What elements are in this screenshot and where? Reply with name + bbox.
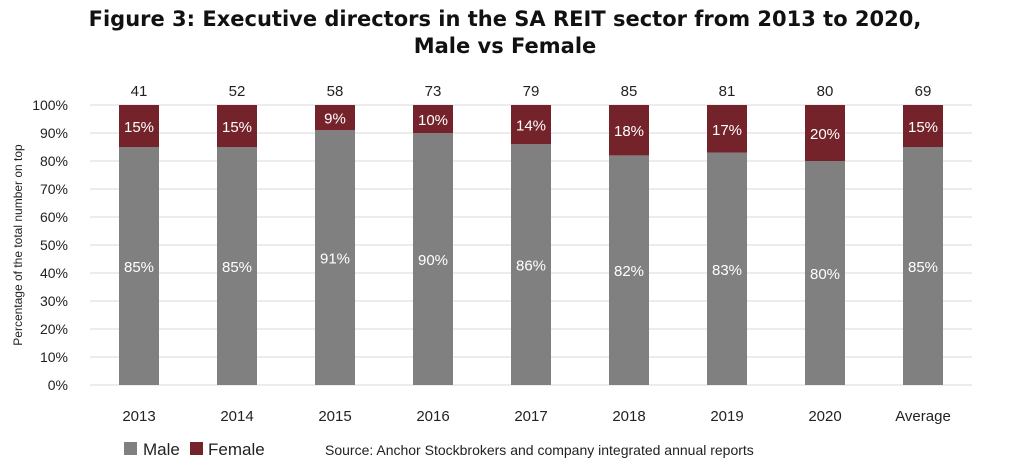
bar-female <box>413 105 453 133</box>
y-tick-label: 70% <box>40 181 68 197</box>
total-label: 79 <box>523 83 540 100</box>
y-tick-label: 50% <box>40 237 68 253</box>
x-tick-label: Average <box>895 408 951 425</box>
y-tick-label: 30% <box>40 293 68 309</box>
source-note: Source: Anchor Stockbrokers and company … <box>325 442 754 458</box>
data-label-female: 18% <box>614 123 644 140</box>
bar-female <box>119 105 159 147</box>
data-label-male: 85% <box>124 259 154 276</box>
y-tick-label: 80% <box>40 153 68 169</box>
bar-female <box>707 105 747 153</box>
y-tick-label: 0% <box>48 377 68 393</box>
data-label-male: 80% <box>810 266 840 283</box>
total-label: 41 <box>131 83 148 100</box>
chart-title: Figure 3: Executive directors in the SA … <box>0 6 1010 60</box>
legend-swatch-male <box>124 442 137 455</box>
data-label-female: 17% <box>712 122 742 139</box>
bar-male <box>217 147 257 385</box>
y-tick-label: 60% <box>40 209 68 225</box>
total-label: 58 <box>327 83 344 100</box>
legend-label-female: Female <box>208 440 265 459</box>
x-tick-label: 2014 <box>220 408 253 425</box>
bar-male <box>119 147 159 385</box>
total-label: 85 <box>621 83 638 100</box>
y-tick-label: 40% <box>40 265 68 281</box>
x-axis-ticks: 2013 2014 2015 2016 2017 2018 2019 2020 Average <box>122 408 950 425</box>
data-label-female: 14% <box>516 118 546 135</box>
bar-male <box>315 130 355 385</box>
bar-female <box>511 105 551 145</box>
bars: 85% 15% 41 85% 15% 52 91% 9% 58 90% 10% 73 86% 14% 79 8… <box>119 83 943 385</box>
bar-female <box>609 105 649 156</box>
legend-swatch-female <box>190 442 203 455</box>
y-axis-ticks: 0% 10% 20% 30% 40% 50% 60% 70% 80% 90% 100% <box>32 97 68 393</box>
total-label: 81 <box>719 83 736 100</box>
data-label-female: 9% <box>324 111 346 128</box>
x-tick-label: 2016 <box>416 408 449 425</box>
chart-title-line-1: Figure 3: Executive directors in the SA … <box>88 7 922 31</box>
bar-female <box>315 105 355 131</box>
total-label: 52 <box>229 83 246 100</box>
bar-male <box>511 144 551 385</box>
data-label-female: 20% <box>810 126 840 143</box>
chart-title-line-2: Male vs Female <box>413 34 597 58</box>
total-label: 73 <box>425 83 442 100</box>
data-label-female: 10% <box>418 112 448 129</box>
bar-male <box>903 147 943 385</box>
x-tick-label: 2019 <box>710 408 743 425</box>
x-tick-label: 2020 <box>808 408 841 425</box>
data-label-male: 91% <box>320 251 350 268</box>
bar-female <box>903 105 943 147</box>
x-tick-label: 2018 <box>612 408 645 425</box>
total-label: 80 <box>817 83 834 100</box>
bar-male <box>805 161 845 385</box>
y-axis-label: Percentage of the total number on top <box>11 144 25 346</box>
y-tick-label: 90% <box>40 125 68 141</box>
data-label-female: 15% <box>908 119 938 136</box>
data-label-male: 82% <box>614 263 644 280</box>
x-tick-label: 2017 <box>514 408 547 425</box>
bar-female <box>217 105 257 147</box>
x-tick-label: 2013 <box>122 408 155 425</box>
data-label-female: 15% <box>124 119 154 136</box>
bar-male <box>707 152 747 385</box>
legend: Male Female <box>124 440 265 459</box>
data-label-male: 83% <box>712 262 742 279</box>
data-label-male: 86% <box>516 258 546 275</box>
bar-male <box>609 155 649 385</box>
y-tick-label: 100% <box>32 97 68 113</box>
data-label-male: 90% <box>418 252 448 269</box>
legend-label-male: Male <box>143 440 180 459</box>
total-label: 69 <box>915 83 932 100</box>
y-tick-label: 10% <box>40 349 68 365</box>
bar-male <box>413 133 453 385</box>
y-tick-label: 20% <box>40 321 68 337</box>
data-label-male: 85% <box>222 259 252 276</box>
data-label-male: 85% <box>908 259 938 276</box>
data-label-female: 15% <box>222 119 252 136</box>
x-tick-label: 2015 <box>318 408 351 425</box>
bar-female <box>805 105 845 161</box>
